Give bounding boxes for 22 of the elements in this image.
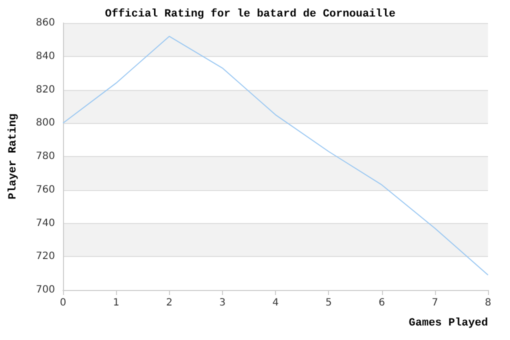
y-tick-label: 740 (36, 218, 55, 229)
y-tick-label: 780 (36, 151, 55, 162)
x-tick-label: 1 (112, 298, 120, 308)
x-tick-label: 8 (484, 298, 492, 308)
y-tick-label: 700 (36, 284, 55, 296)
y-tick-label: 840 (36, 50, 55, 62)
y-tick-label: 820 (36, 84, 55, 96)
x-tick-label: 5 (325, 298, 332, 308)
x-tick-label: 4 (272, 298, 279, 308)
y-tick-label: 720 (36, 251, 55, 262)
y-tick-label: 760 (36, 184, 55, 196)
chart-title: Official Rating for le batard de Cornouaille (105, 8, 396, 20)
x-axis-title: Games Played (408, 318, 488, 330)
x-tick-label: 0 (60, 298, 66, 308)
x-tick-label: 7 (432, 298, 438, 308)
x-tick-label: 2 (166, 298, 172, 308)
x-tick-label: 3 (219, 298, 226, 308)
line-series (62, 36, 488, 276)
y-tick-label: 800 (36, 118, 55, 129)
y-tick-label: 860 (36, 18, 55, 28)
x-tick-label: 6 (378, 298, 385, 308)
y-axis-title: Player Rating (8, 114, 20, 200)
